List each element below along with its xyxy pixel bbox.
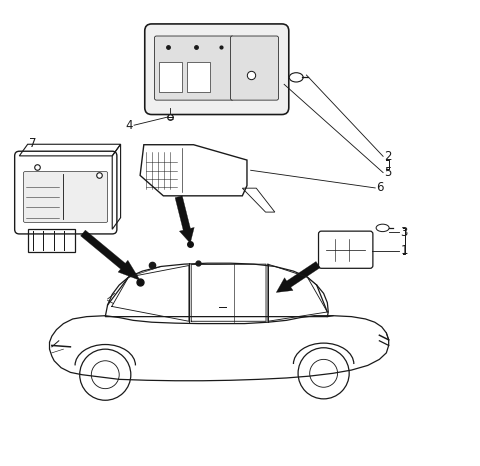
Text: 2: 2 [384,150,392,163]
Polygon shape [175,196,194,243]
FancyBboxPatch shape [15,151,117,234]
Text: 1: 1 [400,244,408,257]
Polygon shape [276,261,320,293]
Text: 5: 5 [384,166,391,179]
Text: 7: 7 [29,137,36,151]
Polygon shape [81,230,140,281]
Text: 4: 4 [126,119,133,132]
Text: 3: 3 [400,226,408,239]
FancyBboxPatch shape [319,231,373,268]
FancyBboxPatch shape [155,36,234,100]
FancyBboxPatch shape [24,171,108,222]
FancyBboxPatch shape [159,62,182,92]
FancyBboxPatch shape [187,62,210,92]
Text: 6: 6 [376,181,384,194]
FancyBboxPatch shape [230,36,278,100]
FancyBboxPatch shape [145,24,289,115]
Ellipse shape [289,73,303,82]
Ellipse shape [376,224,389,232]
